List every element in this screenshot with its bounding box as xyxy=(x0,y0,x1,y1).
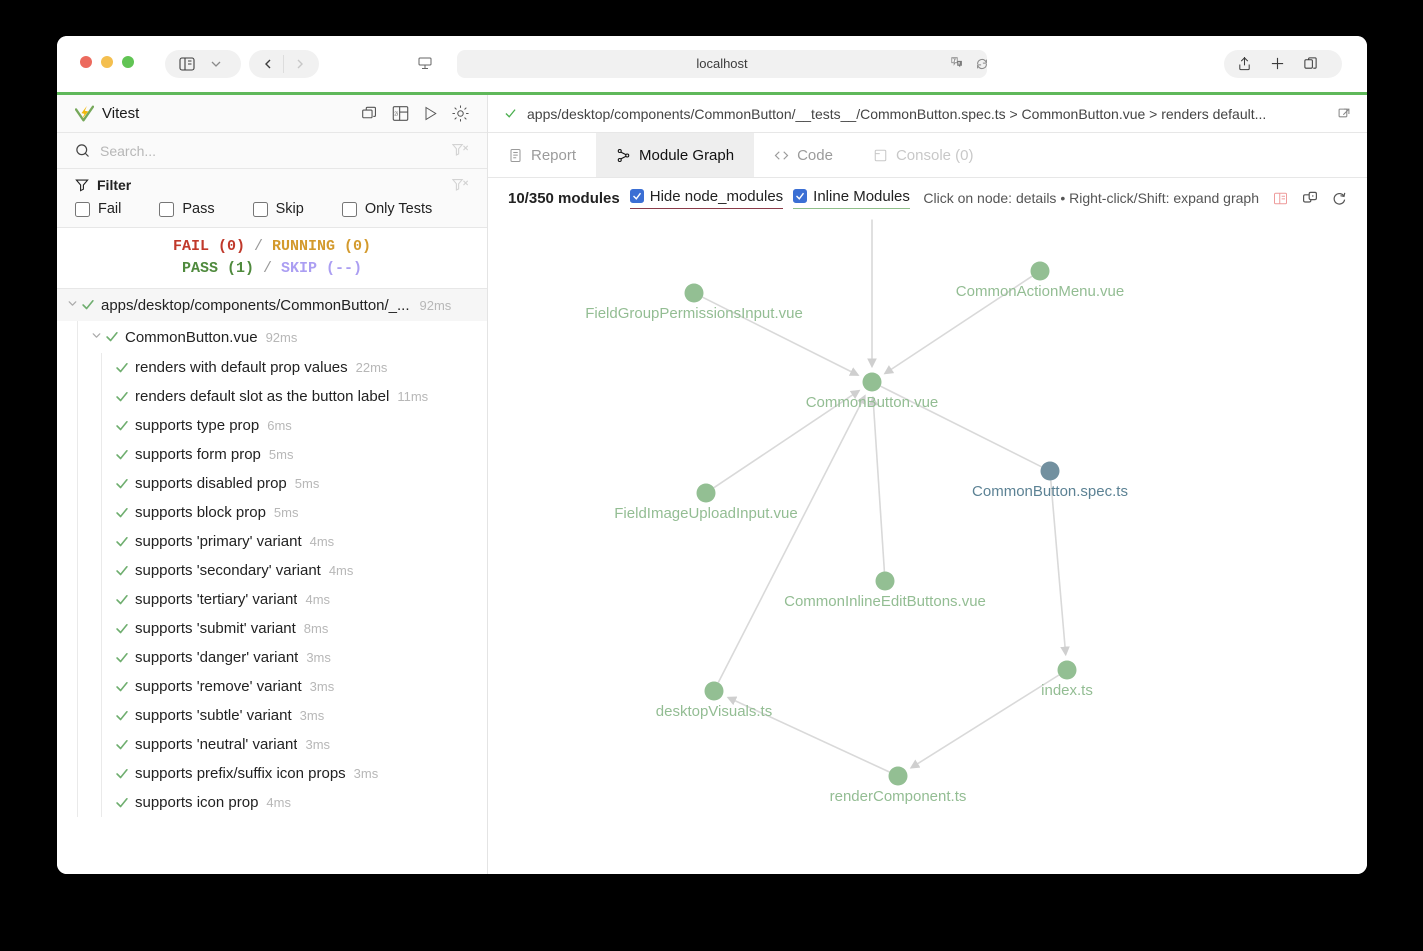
svg-text:2i: 2i xyxy=(394,112,398,118)
